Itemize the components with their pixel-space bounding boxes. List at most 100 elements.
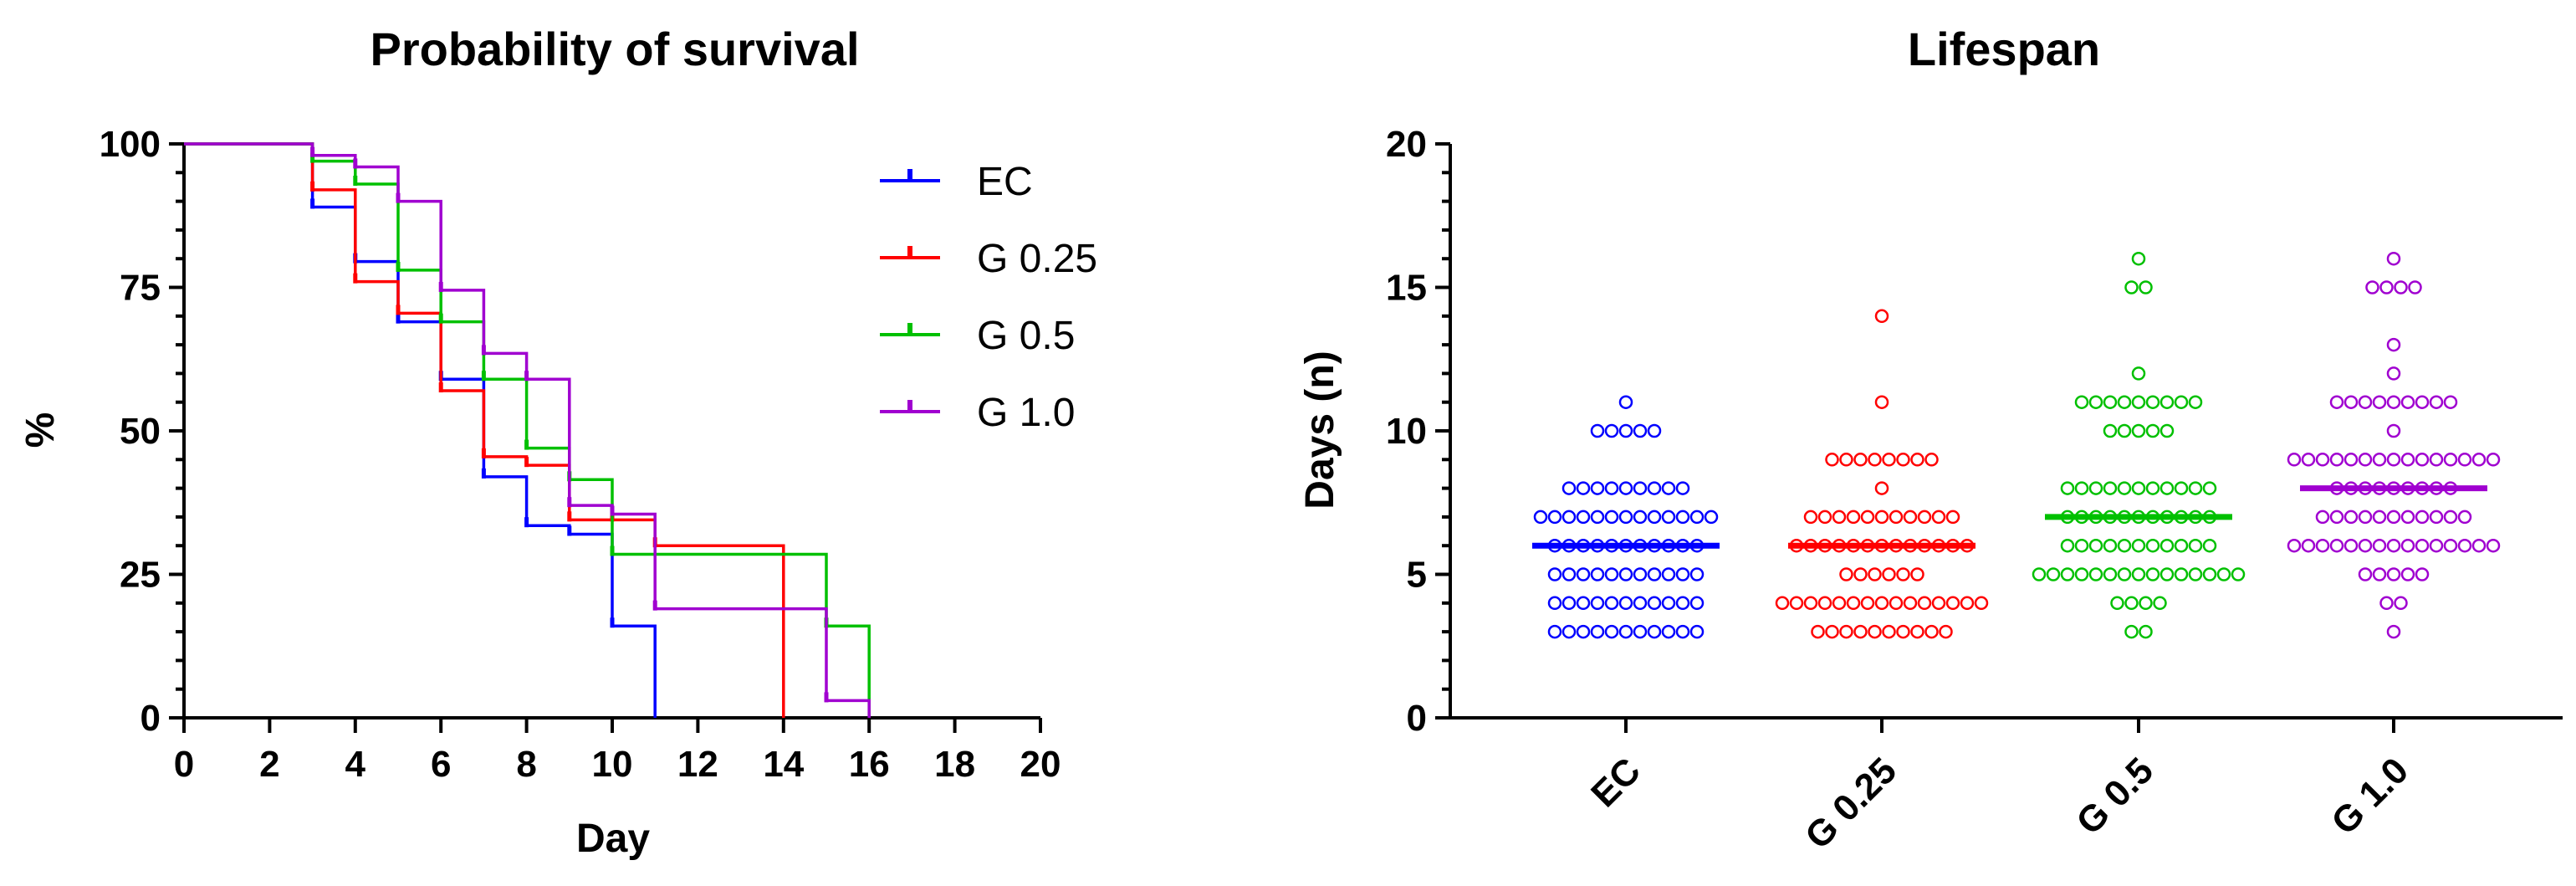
lifespan-data-point	[2159, 423, 2175, 438]
lifespan-data-point	[2131, 567, 2146, 581]
lifespan-y-tick-label: 10	[1386, 411, 1427, 452]
lifespan-data-point	[2372, 538, 2387, 553]
survival-x-tick-label: 12	[677, 744, 718, 785]
survival-y-tick-label: 50	[120, 411, 161, 452]
lifespan-data-point	[1882, 624, 1896, 639]
lifespan-data-point	[2315, 538, 2330, 553]
lifespan-data-point	[2117, 538, 2132, 553]
lifespan-data-point	[1618, 395, 1633, 409]
lifespan-data-point	[2032, 567, 2047, 581]
survival-x-tick-label: 6	[431, 744, 451, 785]
lifespan-data-point	[2400, 510, 2415, 525]
lifespan-data-point	[1839, 567, 1853, 581]
lifespan-data-point	[1547, 596, 1562, 611]
survival-x-tick-label: 0	[174, 744, 194, 785]
lifespan-data-point	[2429, 510, 2444, 525]
lifespan-data-point	[2153, 596, 2167, 611]
lifespan-data-point	[1846, 596, 1861, 611]
lifespan-data-point	[1675, 510, 1690, 525]
lifespan-data-point	[2131, 423, 2146, 438]
lifespan-chart-title: Lifespan	[1908, 23, 2100, 75]
lifespan-data-point	[1633, 596, 1648, 611]
lifespan-data-point	[1647, 481, 1662, 495]
survival-legend-label: G 0.5	[977, 314, 1075, 358]
lifespan-data-point	[2457, 538, 2472, 553]
lifespan-data-point	[2358, 395, 2373, 409]
lifespan-data-point	[1590, 624, 1605, 639]
lifespan-data-point	[2429, 395, 2444, 409]
lifespan-data-point	[1868, 624, 1882, 639]
lifespan-data-point	[2457, 453, 2472, 467]
lifespan-data-point	[2046, 567, 2061, 581]
lifespan-data-point	[2131, 251, 2146, 266]
lifespan-data-point	[1853, 453, 1868, 467]
lifespan-data-point	[2358, 567, 2373, 581]
lifespan-data-point	[2103, 395, 2118, 409]
lifespan-data-point	[1604, 423, 1619, 438]
lifespan-data-point	[1618, 481, 1633, 495]
lifespan-data-point	[2358, 510, 2373, 525]
survival-series-group	[184, 142, 871, 718]
lifespan-data-point	[1832, 596, 1847, 611]
lifespan-data-point	[1825, 624, 1839, 639]
lifespan-data-point	[1853, 567, 1868, 581]
lifespan-data-point	[2400, 395, 2415, 409]
lifespan-data-point	[2088, 538, 2103, 553]
lifespan-data-point	[1910, 453, 1924, 467]
lifespan-data-point	[2174, 538, 2189, 553]
lifespan-data-point	[2358, 453, 2373, 467]
lifespan-data-point	[2343, 395, 2359, 409]
lifespan-data-point	[1924, 453, 1939, 467]
lifespan-data-point	[2343, 538, 2359, 553]
lifespan-data-point	[2124, 280, 2139, 294]
lifespan-data-point	[2139, 596, 2153, 611]
lifespan-data-point	[1633, 567, 1648, 581]
lifespan-data-point	[2088, 395, 2103, 409]
lifespan-data-point	[1839, 453, 1853, 467]
lifespan-data-point	[2188, 567, 2203, 581]
survival-x-tick-label: 8	[516, 744, 536, 785]
lifespan-data-point	[1889, 510, 1904, 525]
lifespan-data-point	[1590, 481, 1605, 495]
survival-series-line	[184, 142, 871, 718]
lifespan-data-point	[1882, 567, 1896, 581]
lifespan-data-point	[2088, 567, 2103, 581]
lifespan-data-point	[2429, 538, 2444, 553]
lifespan-data-point	[2386, 366, 2401, 381]
lifespan-data-point	[1939, 624, 1953, 639]
survival-y-tick-label: 25	[120, 555, 161, 596]
lifespan-data-point	[2400, 453, 2415, 467]
lifespan-data-point	[2379, 280, 2394, 294]
lifespan-data-point	[2103, 567, 2118, 581]
lifespan-data-point	[1882, 453, 1896, 467]
lifespan-data-point	[1561, 567, 1577, 581]
lifespan-data-point	[1590, 596, 1605, 611]
lifespan-data-point	[2343, 453, 2359, 467]
lifespan-data-point	[2408, 280, 2422, 294]
survival-y-axis-title: %	[18, 412, 63, 448]
survival-chart: Probability of survival % Day 0255075100…	[18, 23, 1097, 861]
lifespan-y-axis-title: Days (n)	[1298, 351, 1342, 509]
lifespan-x-tick-label: G 1.0	[2323, 750, 2416, 842]
lifespan-data-point	[2202, 538, 2217, 553]
lifespan-data-point	[2145, 395, 2160, 409]
survival-x-tick-label: 20	[1020, 744, 1061, 785]
lifespan-data-point	[2117, 395, 2132, 409]
lifespan-data-point	[2372, 567, 2387, 581]
lifespan-data-point	[2103, 538, 2118, 553]
lifespan-data-point	[1974, 596, 1989, 611]
lifespan-data-point	[2386, 567, 2401, 581]
lifespan-data-point	[1547, 624, 1562, 639]
lifespan-data-point	[2103, 481, 2118, 495]
lifespan-data-point	[1633, 481, 1648, 495]
lifespan-data-point	[2159, 395, 2175, 409]
lifespan-data-point	[2103, 423, 2118, 438]
lifespan-data-point	[2139, 624, 2153, 639]
lifespan-data-point	[2117, 423, 2132, 438]
lifespan-data-point	[1561, 510, 1577, 525]
lifespan-data-point	[1633, 624, 1648, 639]
lifespan-data-point	[2145, 538, 2160, 553]
lifespan-data-point	[2343, 510, 2359, 525]
lifespan-data-point	[2188, 538, 2203, 553]
